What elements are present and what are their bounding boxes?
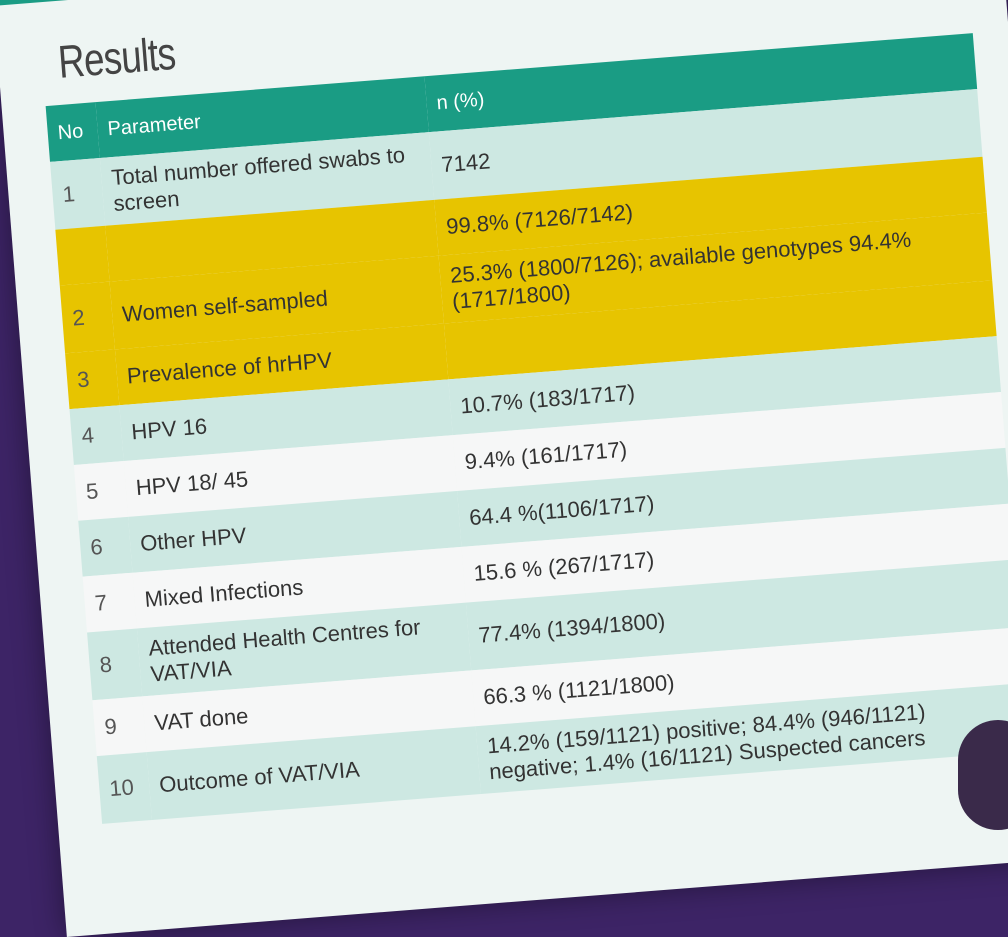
row-number: 2 [59, 281, 115, 354]
header-band [0, 0, 1001, 6]
column-header: No [45, 102, 100, 162]
row-number: 8 [87, 628, 143, 701]
row-number: 1 [50, 157, 106, 230]
row-number: 6 [78, 516, 133, 577]
slide-title: Results [56, 26, 178, 88]
row-number: 4 [69, 405, 124, 465]
overlay-icon[interactable] [958, 720, 1008, 830]
row-number: 9 [92, 696, 147, 757]
row-number: 7 [82, 572, 137, 633]
row-number: 5 [73, 461, 129, 521]
row-number: 10 [96, 752, 152, 824]
row-number [55, 225, 110, 286]
results-table: No Parameter n (%) 1 Total number offered s… [45, 33, 1008, 824]
table-body: 1 Total number offered swabs to screen 714… [50, 88, 1008, 824]
row-number: 3 [65, 349, 120, 410]
